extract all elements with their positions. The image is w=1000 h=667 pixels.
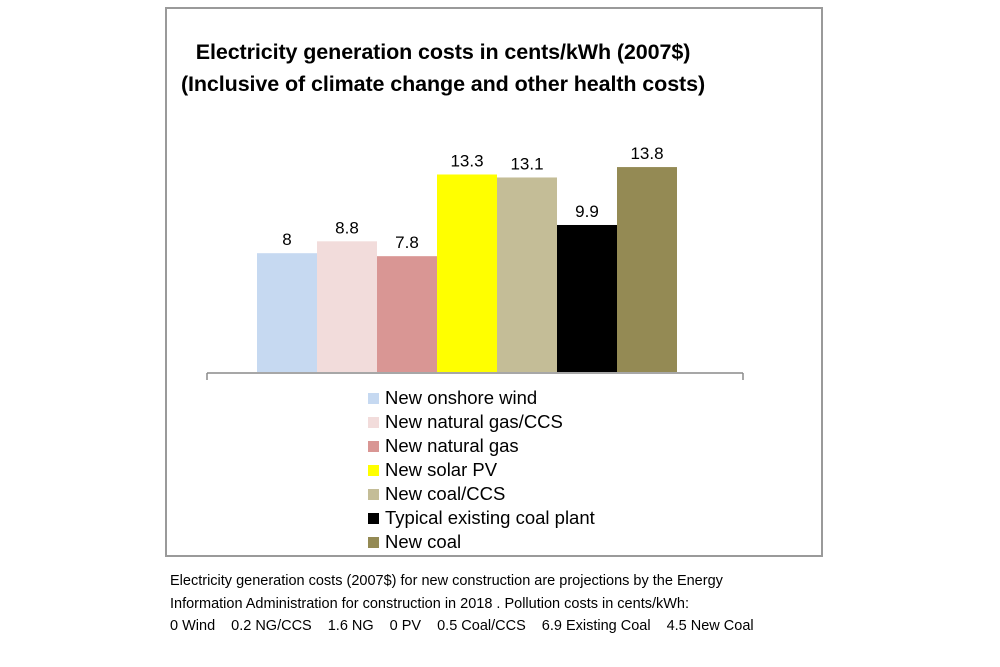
caption-line-1: Electricity generation costs (2007$) for… <box>170 573 723 589</box>
pollution-cost-item: 6.9 Existing Coal <box>541 618 651 634</box>
chart-title: Electricity generation costs in cents/kW… <box>0 36 886 100</box>
legend-swatch <box>368 440 379 452</box>
legend-label: Typical existing coal plant <box>385 507 595 528</box>
value-label-new-coal-ccs: 13.1 <box>510 154 543 173</box>
caption: Electricity generation costs (2007$) for… <box>170 570 770 638</box>
chart-title-line-1: Electricity generation costs in cents/kW… <box>195 40 691 64</box>
pollution-cost-item: 0.2 NG/CCS <box>231 618 312 634</box>
value-label-new-natural-gas-ccs: 8.8 <box>335 218 359 237</box>
legend-item-new-natural-gas-ccs: New natural gas/CCS <box>368 410 595 434</box>
legend-swatch <box>368 536 379 548</box>
legend-label: New onshore wind <box>385 387 538 408</box>
value-label-new-solar-pv: 13.3 <box>450 151 483 170</box>
value-label-new-onshore-wind: 8 <box>282 230 291 249</box>
bar-new-natural-gas <box>377 256 437 372</box>
chart-title-line-2: (Inclusive of climate change and other h… <box>180 72 706 96</box>
x-axis <box>206 372 744 380</box>
legend-swatch <box>368 416 379 428</box>
pollution-cost-item: 1.6 NG <box>327 618 374 634</box>
legend-swatch <box>368 488 379 500</box>
legend-item-new-onshore-wind: New onshore wind <box>368 386 595 410</box>
pollution-cost-item: 4.5 New Coal <box>666 618 754 634</box>
legend-item-typical-existing-coal-plant: Typical existing coal plant <box>368 506 595 530</box>
legend-label: New coal/CCS <box>385 483 506 504</box>
legend-swatch <box>368 512 379 524</box>
bar-new-onshore-wind <box>257 253 317 372</box>
legend-swatch <box>368 392 379 404</box>
bar-group <box>257 167 677 372</box>
bar-new-solar-pv <box>437 174 497 372</box>
pollution-cost-item: 0 PV <box>389 618 422 634</box>
legend-label: New coal <box>385 531 462 552</box>
value-label-new-natural-gas: 7.8 <box>395 233 419 252</box>
legend-item-new-solar-pv: New solar PV <box>368 458 595 482</box>
legend-swatch <box>368 464 379 476</box>
pollution-cost-item: 0 Wind <box>170 618 216 634</box>
legend-label: New natural gas <box>385 435 519 456</box>
bar-new-coal <box>617 167 677 372</box>
value-label-group: 8 8.8 7.8 13.3 13.1 9.9 13.8 <box>282 144 663 252</box>
legend-item-new-coal-ccs: New coal/CCS <box>368 482 595 506</box>
legend-label: New natural gas/CCS <box>385 411 563 432</box>
value-label-typical-existing-coal-plant: 9.9 <box>575 202 599 221</box>
bar-typical-existing-coal-plant <box>557 224 617 372</box>
pollution-costs-row: 0 Wind 0.2 NG/CCS 1.6 NG 0 PV 0.5 Coal/CCS 6.… <box>170 615 770 638</box>
caption-line-2: Information Administration for construct… <box>170 595 690 612</box>
legend-label: New solar PV <box>385 459 498 480</box>
pollution-cost-item: 0.5 Coal/CCS <box>437 618 526 634</box>
bar-new-coal-ccs <box>497 177 557 372</box>
bar-new-natural-gas-ccs <box>317 241 377 372</box>
legend-item-new-coal: New coal <box>368 530 595 554</box>
legend-item-new-natural-gas: New natural gas <box>368 434 595 458</box>
value-label-new-coal: 13.8 <box>630 144 663 163</box>
legend: New onshore wind New natural gas/CCS New n… <box>368 386 595 554</box>
